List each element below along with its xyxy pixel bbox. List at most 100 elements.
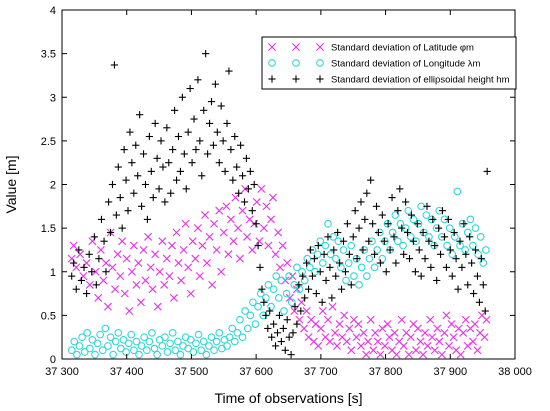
data-point	[230, 337, 239, 346]
data-point	[369, 220, 377, 228]
data-point	[459, 328, 468, 337]
data-point	[273, 329, 282, 337]
data-point	[120, 146, 128, 154]
data-point	[85, 250, 93, 258]
data-point	[262, 311, 270, 319]
data-point	[219, 137, 227, 145]
data-point	[179, 245, 188, 254]
data-point	[68, 272, 76, 280]
data-point	[266, 307, 274, 315]
data-point	[215, 206, 224, 215]
data-point	[160, 280, 169, 289]
data-point	[481, 307, 489, 315]
data-point	[349, 233, 357, 241]
data-point	[442, 311, 451, 320]
data-point	[124, 339, 133, 348]
data-point	[448, 250, 457, 259]
data-point	[145, 132, 153, 141]
data-point	[394, 207, 402, 215]
data-point	[352, 333, 361, 342]
data-point	[70, 259, 78, 267]
data-point	[324, 219, 332, 228]
legend-marker	[268, 75, 276, 83]
data-point	[272, 272, 281, 280]
data-point	[96, 330, 105, 339]
data-point	[359, 246, 367, 254]
data-point	[449, 333, 458, 342]
data-point	[269, 285, 278, 294]
data-point	[277, 276, 286, 285]
data-point	[136, 111, 144, 119]
data-point	[435, 337, 444, 346]
data-point	[416, 337, 425, 346]
data-point	[350, 272, 358, 280]
data-point	[262, 294, 270, 302]
data-point	[285, 333, 293, 341]
data-point	[479, 259, 488, 267]
data-point	[276, 263, 285, 272]
data-point	[446, 246, 454, 254]
data-point	[293, 263, 301, 272]
data-point	[403, 228, 412, 237]
data-point	[96, 245, 105, 254]
data-point	[337, 285, 346, 293]
data-point	[444, 215, 452, 223]
data-point	[168, 328, 177, 337]
data-point	[184, 344, 193, 353]
data-point	[102, 259, 110, 268]
data-point	[104, 342, 112, 350]
data-point	[452, 255, 460, 263]
data-point	[268, 193, 277, 202]
data-point	[364, 337, 373, 346]
data-point	[442, 263, 451, 271]
data-point	[268, 333, 276, 341]
data-point	[430, 346, 439, 355]
data-point	[177, 276, 186, 285]
data-point	[205, 232, 214, 241]
x-tick-label: 38 000	[498, 366, 532, 378]
data-point	[125, 307, 134, 316]
data-point	[404, 350, 413, 359]
data-point	[336, 259, 344, 267]
data-point	[141, 276, 150, 285]
data-point	[260, 298, 268, 306]
data-point	[411, 346, 420, 355]
data-point	[445, 224, 454, 232]
data-point	[419, 350, 428, 359]
data-point	[165, 272, 174, 281]
data-point	[106, 333, 115, 342]
data-point	[426, 315, 435, 324]
data-point	[443, 241, 451, 250]
data-point	[132, 280, 141, 289]
data-point	[93, 339, 102, 348]
data-point	[85, 280, 94, 289]
points-layer	[67, 50, 491, 359]
data-point	[215, 328, 224, 337]
data-point	[482, 246, 490, 254]
data-point	[207, 333, 216, 342]
data-point	[129, 346, 138, 355]
data-point	[213, 128, 221, 136]
data-point	[318, 298, 326, 306]
data-point	[172, 176, 181, 184]
data-point	[312, 289, 320, 298]
data-point	[153, 154, 161, 162]
data-point	[419, 228, 427, 237]
data-point	[281, 276, 290, 285]
data-point	[283, 259, 292, 268]
data-point	[88, 268, 96, 276]
data-point	[397, 315, 406, 324]
data-point	[127, 267, 136, 276]
data-point	[301, 294, 309, 302]
data-point	[240, 198, 249, 206]
data-point	[297, 298, 306, 307]
data-point	[433, 324, 442, 333]
data-point	[129, 241, 138, 250]
data-point	[337, 263, 345, 272]
data-point	[299, 272, 307, 280]
data-point	[145, 337, 154, 346]
data-point	[132, 141, 140, 149]
data-point	[210, 346, 218, 355]
data-point	[405, 255, 414, 263]
data-point	[483, 167, 491, 176]
